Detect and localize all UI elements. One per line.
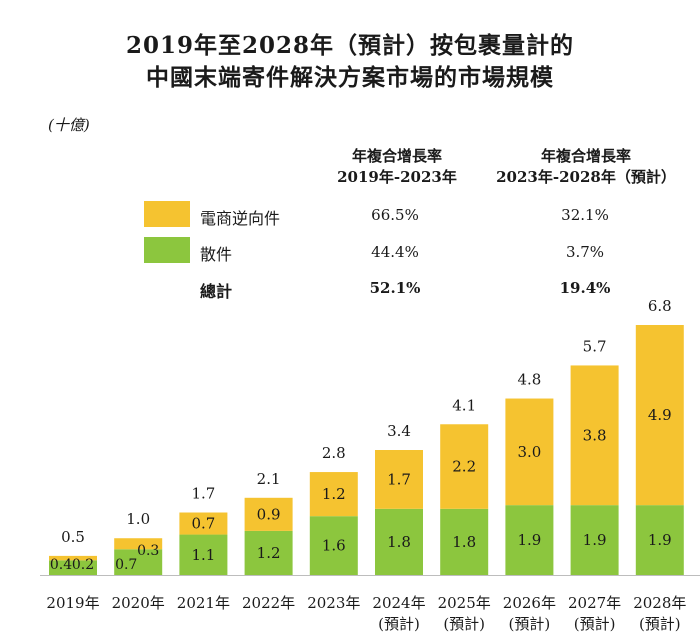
bar-segment-ecommerce-returns [179, 512, 228, 535]
data-label-ecommerce-returns: 0.7 [191, 515, 215, 533]
data-label-total: 5.7 [583, 337, 607, 355]
unit-label: (十億) [48, 116, 90, 134]
x-tick-label: (預計) [378, 615, 420, 633]
data-label-individual-parcels: 1.8 [452, 533, 476, 551]
data-label-ecommerce-returns: 4.9 [648, 406, 672, 424]
data-label-total: 2.8 [322, 444, 346, 462]
x-tick-label: 2021年 [177, 594, 230, 612]
legend-swatch-ecommerce-returns [144, 201, 190, 227]
bar-segment-ecommerce-returns [635, 325, 684, 506]
data-label-ecommerce-returns: 3.0 [517, 443, 541, 461]
data-label-individual-parcels: 1.2 [257, 544, 281, 562]
data-label-individual-parcels: 0.4 [50, 557, 72, 573]
data-label-total: 4.1 [452, 396, 476, 414]
data-label-total: 0.5 [61, 528, 85, 546]
bar-segment-individual-parcels [244, 530, 293, 575]
bar-segment-individual-parcels [505, 505, 554, 575]
data-label-ecommerce-returns: 3.8 [583, 426, 607, 444]
data-label-total: 2.1 [257, 470, 281, 488]
x-tick-label: (預計) [509, 615, 551, 633]
cagr-ecommerce-returns-2019-2023: 66.5% [371, 206, 419, 224]
bar-segment-individual-parcels [375, 508, 423, 575]
cagr-individual-parcels-2019-2023: 44.4% [371, 243, 419, 261]
data-label-ecommerce-returns: 1.2 [322, 485, 346, 503]
cagr-header-2023-2028-line-2: 2023年-2028年（預計） [496, 168, 676, 186]
x-tick-label: 2028年 [633, 594, 686, 612]
cagr-header-2023-2028-line-1: 年複合增長率 [540, 147, 631, 165]
data-label-ecommerce-returns: 0.2 [72, 557, 94, 573]
cagr-header-2019-2023: 年複合增長率 2019年-2023年 [312, 146, 482, 188]
data-label-ecommerce-returns: 1.7 [387, 470, 411, 488]
cagr-total-2019-2023: 52.1% [369, 279, 421, 297]
x-tick-label: (預計) [574, 615, 616, 633]
x-tick-label: 2019年 [46, 594, 99, 612]
data-label-individual-parcels: 1.9 [583, 531, 607, 549]
chart-title-line-1: 2019年至2028年（預計）按包裹量計的 [125, 32, 575, 59]
x-tick-label: 2020年 [112, 594, 165, 612]
x-tick-label: (預計) [443, 615, 485, 633]
data-label-total: 1.0 [126, 510, 150, 528]
data-label-total: 3.4 [387, 422, 411, 440]
legend-label-individual-parcels: 散件 [200, 245, 233, 264]
bar-segment-individual-parcels [179, 534, 228, 575]
x-tick-label: 2027年 [568, 594, 621, 612]
data-label-individual-parcels: 1.9 [648, 531, 672, 549]
data-label-individual-parcels: 1.6 [322, 537, 346, 555]
bar-segment-ecommerce-returns [244, 497, 293, 531]
x-tick-label: (預計) [639, 615, 681, 633]
cagr-header-2019-2023-line-2: 2019年-2023年 [337, 168, 457, 186]
bar-segment-ecommerce-returns [114, 538, 163, 550]
cagr-ecommerce-returns-2023-2028: 32.1% [561, 206, 609, 224]
bar-segment-individual-parcels [570, 505, 619, 575]
x-tick-label: 2022年 [242, 594, 295, 612]
data-label-total: 4.8 [517, 371, 541, 389]
bar-segment-ecommerce-returns [570, 365, 619, 506]
x-tick-label: 2026年 [503, 594, 556, 612]
x-tick-label: 2023年 [307, 594, 360, 612]
bar-segment-individual-parcels [114, 549, 163, 575]
bar-segment-individual-parcels [49, 560, 97, 575]
bar-segment-individual-parcels [309, 516, 358, 575]
legend-label-ecommerce-returns: 電商逆向件 [200, 209, 281, 228]
cagr-total-2023-2028: 19.4% [559, 279, 611, 297]
data-label-individual-parcels: 1.1 [191, 546, 215, 564]
data-label-individual-parcels: 1.8 [387, 533, 411, 551]
data-label-individual-parcels: 1.9 [517, 531, 541, 549]
bar-segment-individual-parcels [440, 508, 489, 575]
bar-segment-individual-parcels [635, 505, 684, 575]
chart-title-line-2: 中國末端寄件解決方案市場的市場規模 [146, 64, 554, 91]
legend-swatch-individual-parcels [144, 237, 190, 263]
x-tick-label: 2025年 [438, 594, 491, 612]
data-label-individual-parcels: 0.7 [115, 557, 137, 573]
x-tick-label: 2024年 [372, 594, 425, 612]
data-label-ecommerce-returns: 0.3 [137, 543, 159, 559]
bar-segment-ecommerce-returns [49, 555, 97, 561]
cagr-individual-parcels-2023-2028: 3.7% [565, 243, 605, 261]
data-label-total: 1.7 [191, 485, 215, 503]
cagr-header-2019-2023-line-1: 年複合增長率 [351, 147, 442, 165]
cagr-header-2023-2028: 年複合增長率 2023年-2028年（預計） [488, 146, 684, 188]
data-label-ecommerce-returns: 0.9 [257, 505, 281, 523]
legend-label-total: 總計 [200, 282, 233, 301]
data-label-ecommerce-returns: 2.2 [452, 458, 476, 476]
bar-segment-ecommerce-returns [505, 398, 554, 506]
bar-segment-ecommerce-returns [375, 450, 423, 509]
bar-segment-ecommerce-returns [309, 472, 358, 517]
bar-segment-ecommerce-returns [440, 424, 489, 509]
data-label-total: 6.8 [648, 297, 672, 315]
